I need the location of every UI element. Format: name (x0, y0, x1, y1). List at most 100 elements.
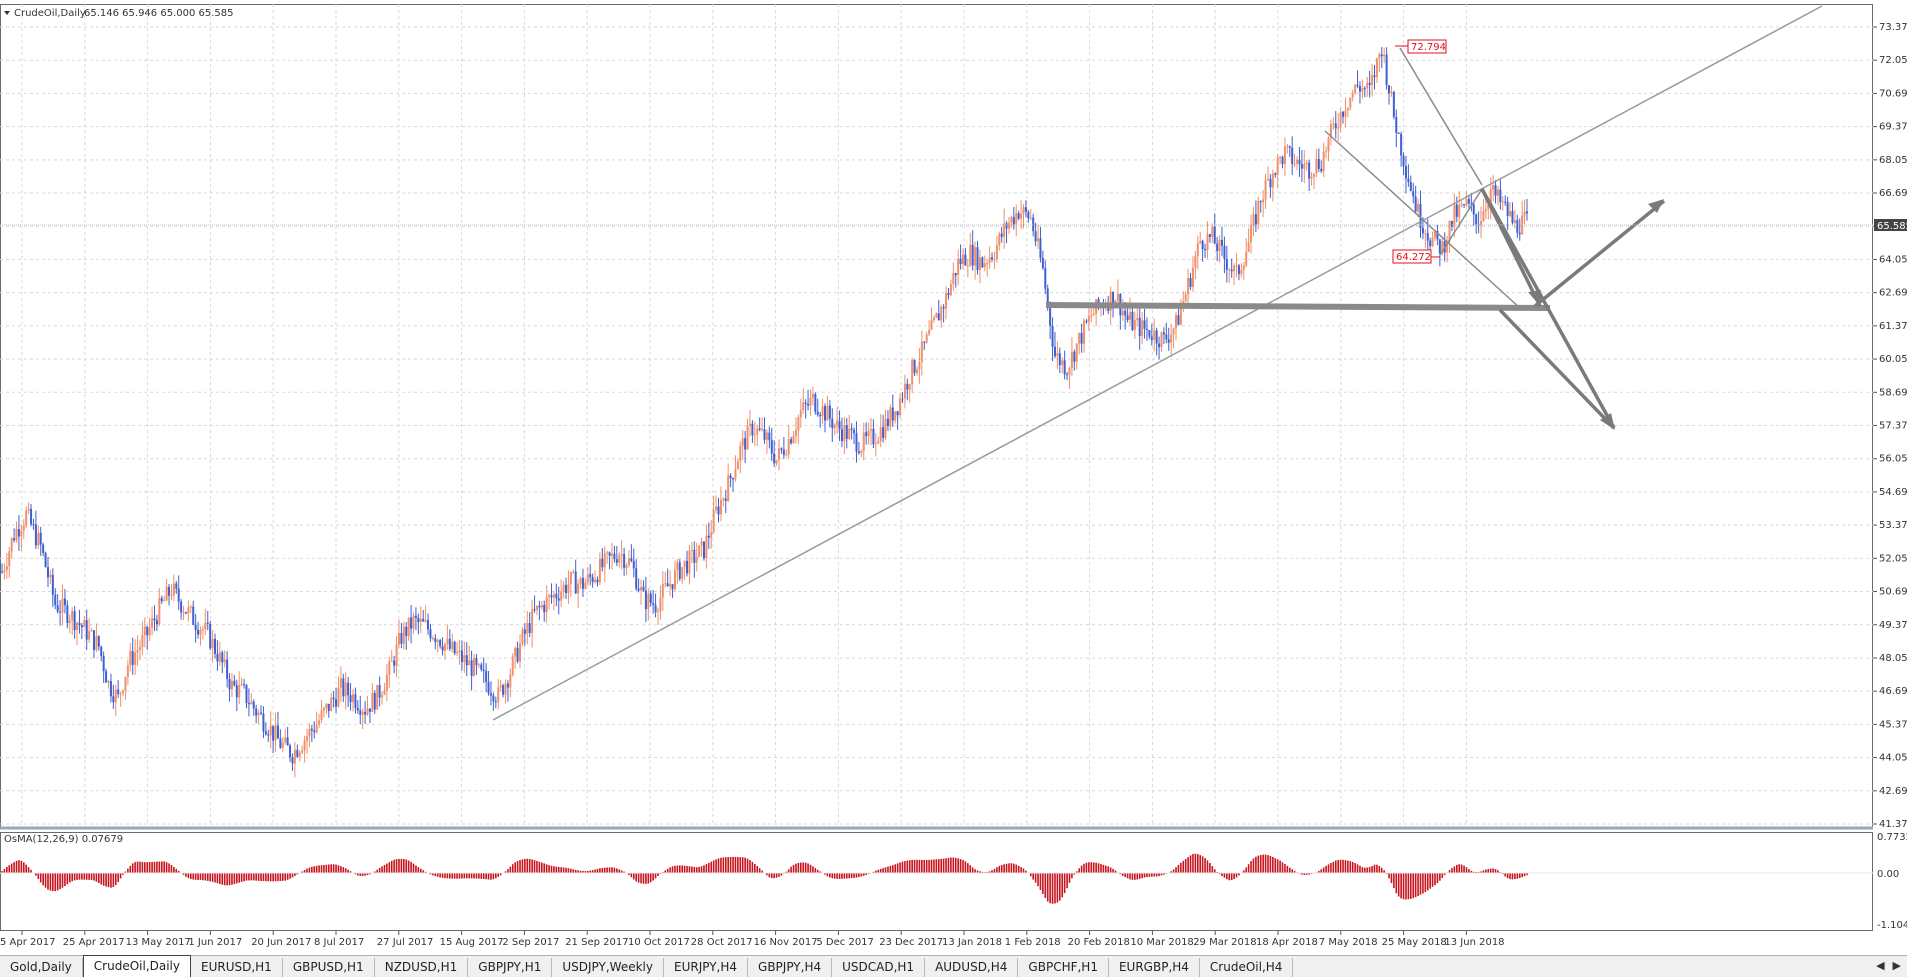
scroll-right-icon[interactable]: ▶ (1892, 959, 1901, 972)
candle-body (1450, 220, 1453, 227)
osma-bar (1441, 873, 1444, 879)
tab-audusd-h4[interactable]: AUDUSD,H4 (925, 958, 1019, 977)
candle-body (765, 432, 768, 440)
tab-usdjpy-weekly[interactable]: USDJPY,Weekly (552, 958, 664, 977)
candle-body (654, 604, 657, 613)
candle-body (313, 730, 316, 733)
osma-bar (577, 870, 579, 873)
arrow-down-long[interactable] (1480, 188, 1616, 429)
candle-body (88, 631, 91, 640)
osma-bar (10, 863, 13, 873)
candle-body (124, 676, 127, 691)
tab-gbpjpy-h1[interactable]: GBPJPY,H1 (468, 958, 553, 977)
osma-bar (344, 868, 347, 873)
osma-bar (1025, 870, 1027, 873)
tab-gbpjpy-h4[interactable]: GBPJPY,H4 (748, 958, 833, 977)
osma-bar (831, 873, 834, 879)
candle-body (1087, 315, 1090, 322)
candle-body (840, 429, 843, 442)
osma-bar (129, 865, 132, 873)
price-tick-label: 46.690 (1879, 686, 1907, 697)
candle-body (886, 418, 889, 427)
tab-gbpchf-h1[interactable]: GBPCHF,H1 (1018, 958, 1109, 977)
candle-body (73, 611, 76, 631)
tab-nzdusd-h1[interactable]: NZDUSD,H1 (375, 958, 469, 977)
candle-body (775, 460, 778, 464)
osma-bar (441, 873, 444, 878)
osma-bar (1182, 860, 1185, 873)
osma-bar (366, 873, 369, 876)
osma-bar (52, 873, 54, 892)
candle-body (831, 418, 834, 429)
candle-body (523, 629, 526, 634)
price-axis[interactable]: 73.37072.05070.69069.37068.05066.69065.3… (1873, 22, 1907, 830)
candle-body (1046, 288, 1049, 304)
osma-bar (461, 873, 463, 879)
osma-bar (320, 865, 323, 873)
candle-body (1199, 240, 1202, 243)
channel-line-top[interactable] (1399, 47, 1483, 186)
candle-body (1252, 214, 1255, 225)
symbol-title: CrudeOil,Daily (14, 8, 86, 19)
osma-bar (688, 866, 691, 873)
candle-body (1153, 330, 1156, 340)
osma-bar (1431, 873, 1434, 887)
osma-bar (296, 873, 299, 875)
osma-bar (158, 861, 161, 873)
osma-axis[interactable]: 0.77325 0.00 -1.10431 (1877, 832, 1907, 931)
chart-canvas[interactable]: 72.794 64.272 73.370 72.050 70.690 69.370 68… (0, 0, 1907, 955)
tab-gold-daily[interactable]: Gold,Daily (0, 958, 83, 977)
candle-body (477, 664, 480, 666)
candle-body (693, 550, 696, 563)
candle-body (30, 508, 33, 525)
osma-bar (676, 865, 679, 873)
osma-bar (567, 868, 570, 873)
candle-body (456, 651, 459, 654)
arrow-up-target[interactable] (1533, 199, 1666, 308)
osma-bar (1206, 860, 1209, 873)
tab-eurjpy-h4[interactable]: EURJPY,H4 (664, 958, 749, 977)
candle-body (1417, 203, 1420, 212)
osma-bar (349, 871, 352, 873)
osma-bar (44, 873, 47, 888)
osma-bar (6, 866, 8, 873)
horizontal-support-line[interactable] (1045, 302, 1551, 311)
support-trendline[interactable] (492, 5, 1823, 721)
candle-body (1053, 346, 1056, 357)
symbol-dropdown-icon[interactable] (4, 11, 10, 15)
candle-body (952, 273, 955, 285)
candle-body (54, 594, 57, 606)
candle-body (1506, 202, 1509, 216)
date-tick-label: 18 Apr 2018 (1256, 937, 1318, 948)
tab-eurusd-h1[interactable]: EURUSD,H1 (191, 958, 283, 977)
candle-body (606, 552, 609, 554)
candle-body (533, 609, 536, 611)
candle-body (105, 671, 108, 683)
candle-body (528, 623, 531, 634)
osma-bar (741, 857, 744, 873)
osma-bar (117, 873, 119, 883)
candle-body (659, 597, 662, 612)
candle-body (148, 627, 151, 636)
tab-crudeoil-h4[interactable]: CrudeOil,H4 (1200, 958, 1294, 977)
candle-body (903, 383, 906, 399)
osma-bar (1485, 869, 1487, 873)
channel-line-upper[interactable] (1324, 130, 1521, 309)
osma-bar (1480, 871, 1482, 873)
tab-usdcad-h1[interactable]: USDCAD,H1 (832, 958, 926, 977)
osma-bar (787, 869, 790, 873)
scroll-left-icon[interactable]: ◀ (1876, 959, 1885, 972)
candle-body (773, 453, 776, 464)
candle-body (32, 524, 35, 526)
date-tick-label: 1 Feb 2018 (1005, 937, 1061, 948)
arrow-down-long-2[interactable] (1498, 308, 1616, 430)
tab-gbpusd-h1[interactable]: GBPUSD,H1 (283, 958, 375, 977)
triangle-line[interactable] (1439, 188, 1483, 256)
osma-bar (1233, 873, 1235, 880)
candle-body (729, 475, 732, 479)
tab-eurgbp-h4[interactable]: EURGBP,H4 (1109, 958, 1200, 977)
osma-bar (66, 873, 69, 885)
tab-crudeoil-daily[interactable]: CrudeOil,Daily (82, 955, 191, 977)
